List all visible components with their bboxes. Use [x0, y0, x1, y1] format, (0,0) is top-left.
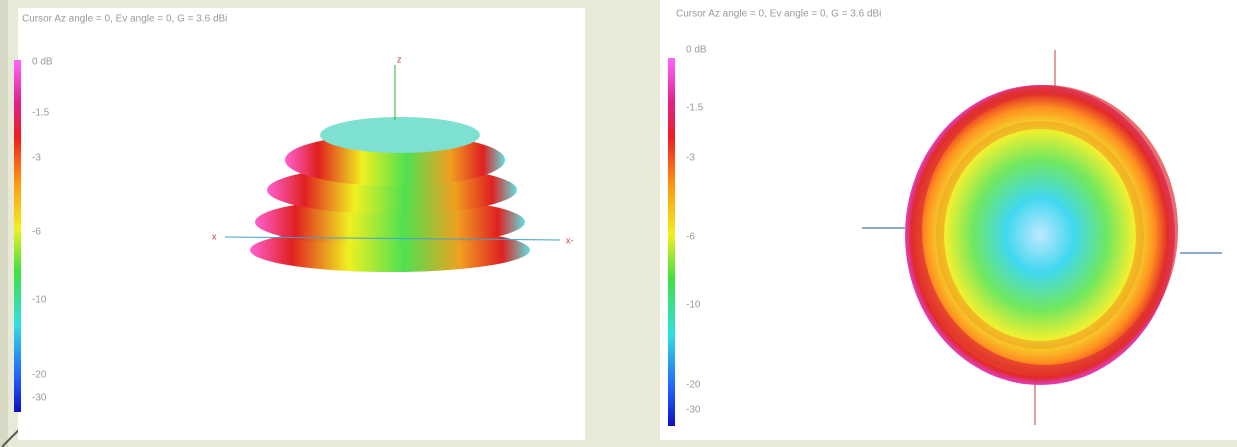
header: Cursor Az angle = 0, Ev angle = 0, G = 3…: [676, 9, 881, 20]
pattern-3d: [250, 117, 530, 272]
colorbar-label: 0 dB: [32, 57, 53, 68]
colorbar-label: -20: [686, 380, 701, 391]
colorbar-label: -1.5: [686, 103, 704, 114]
axis-label: x-: [566, 235, 574, 245]
colorbar-label: -20: [32, 370, 47, 381]
header: Cursor Az angle = 0, Ev angle = 0, G = 3…: [22, 14, 227, 25]
colorbar-label: -30: [32, 393, 47, 404]
pattern-top: [905, 85, 1178, 385]
colorbar-label: -3: [686, 153, 695, 164]
axis-label: x: [212, 231, 217, 241]
colorbar: [14, 60, 21, 412]
colorbar: [668, 58, 675, 426]
left-border: [0, 0, 8, 447]
colorbar-label: -10: [686, 300, 701, 311]
colorbar-label: -1.5: [32, 108, 50, 119]
axis-label: z: [397, 54, 402, 64]
colorbar-label: -6: [686, 232, 695, 243]
colorbar-label: 0 dB: [686, 45, 707, 56]
colorbar-label: -10: [32, 295, 47, 306]
colorbar-label: -30: [686, 405, 701, 416]
colorbar-label: -3: [32, 153, 41, 164]
colorbar-label: -6: [32, 227, 41, 238]
axis: [224, 236, 561, 241]
